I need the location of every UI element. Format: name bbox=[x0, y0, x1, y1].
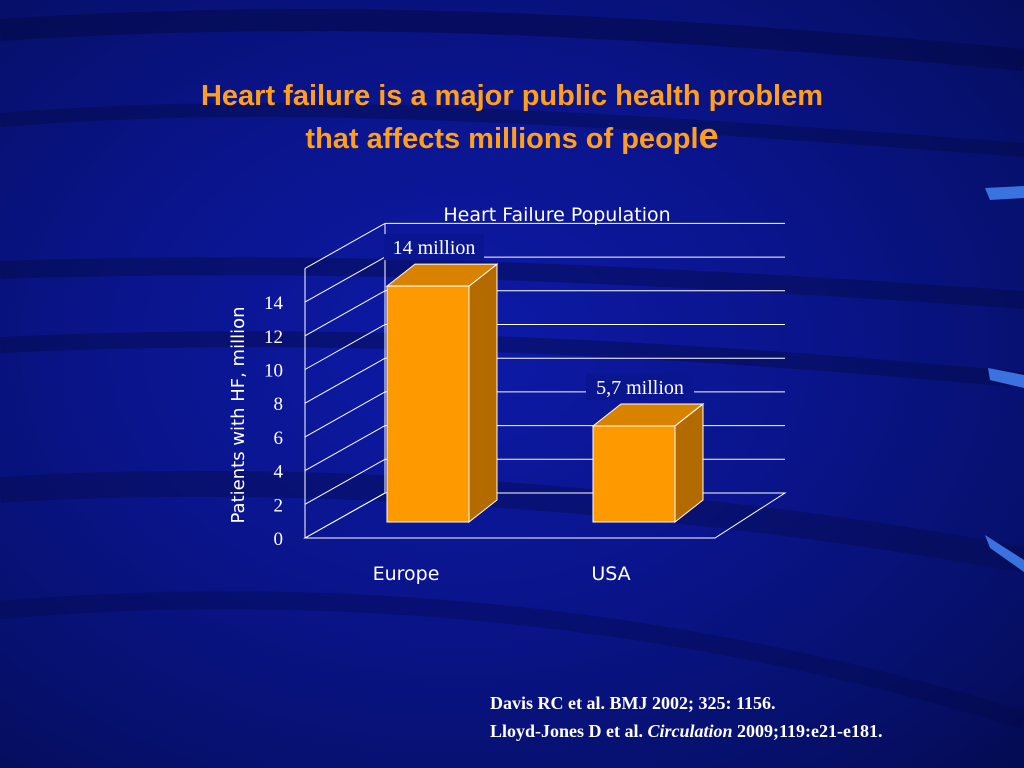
accent-dash bbox=[985, 186, 1024, 200]
grid-line-side bbox=[304, 256, 386, 303]
data-labels: 14 million 5,7 million bbox=[384, 234, 694, 400]
citation: Davis RC et al. BMJ 2002; 325: 1156. Llo… bbox=[490, 689, 883, 745]
bar-europe bbox=[385, 263, 499, 524]
bars bbox=[385, 263, 705, 524]
bar-front bbox=[386, 285, 470, 523]
y-tick-label: 2 bbox=[274, 495, 284, 516]
y-tick-label: 8 bbox=[274, 394, 284, 415]
data-label: 14 million bbox=[393, 237, 476, 259]
grid-line-side bbox=[304, 357, 386, 404]
slide-title: Heart failure is a major public health p… bbox=[0, 76, 1024, 159]
grid-line-side bbox=[304, 492, 386, 539]
category-label-europe: Europe bbox=[373, 563, 440, 585]
bar-front bbox=[592, 425, 676, 523]
y-tick-label: 6 bbox=[274, 428, 284, 449]
grid-line-side bbox=[304, 324, 386, 370]
bar-usa bbox=[591, 402, 705, 524]
data-label-bg bbox=[384, 234, 484, 261]
x-axis-categories: Europe USA bbox=[373, 563, 631, 585]
y-tick-label: 12 bbox=[264, 327, 283, 348]
chart-title: Heart Failure Population bbox=[443, 204, 670, 226]
chart-floor bbox=[303, 492, 787, 539]
bar-side bbox=[468, 263, 498, 524]
grid-line-side bbox=[304, 391, 386, 438]
y-tick-label: 4 bbox=[274, 462, 284, 483]
citation-line1: Davis RC et al. BMJ 2002; 325: 1156. bbox=[490, 693, 776, 713]
category-label-usa: USA bbox=[591, 563, 630, 585]
y-axis-ticks: 0 2 4 6 8 10 12 14 bbox=[264, 293, 284, 550]
data-label: 5,7 million bbox=[596, 377, 684, 399]
accent-dash bbox=[988, 368, 1024, 388]
citation-line2: Lloyd-Jones D et al. Circulation 2009;11… bbox=[490, 721, 883, 741]
grid-line-side bbox=[304, 290, 386, 337]
accent-dash bbox=[985, 535, 1024, 572]
y-tick-label: 10 bbox=[264, 361, 283, 382]
data-label-bg bbox=[586, 373, 694, 400]
y-tick-label: 0 bbox=[274, 529, 284, 550]
slide-title-line2: that affects millions of people bbox=[305, 115, 719, 156]
grid-line-side bbox=[304, 425, 386, 472]
grid-line-side bbox=[304, 222, 386, 269]
slide-title-line1: Heart failure is a major public health p… bbox=[200, 80, 824, 112]
grid bbox=[303, 222, 787, 539]
y-tick-label: 14 bbox=[264, 293, 284, 314]
grid-line-side bbox=[304, 458, 386, 505]
y-axis-label: Patients with HF, million bbox=[228, 307, 249, 524]
